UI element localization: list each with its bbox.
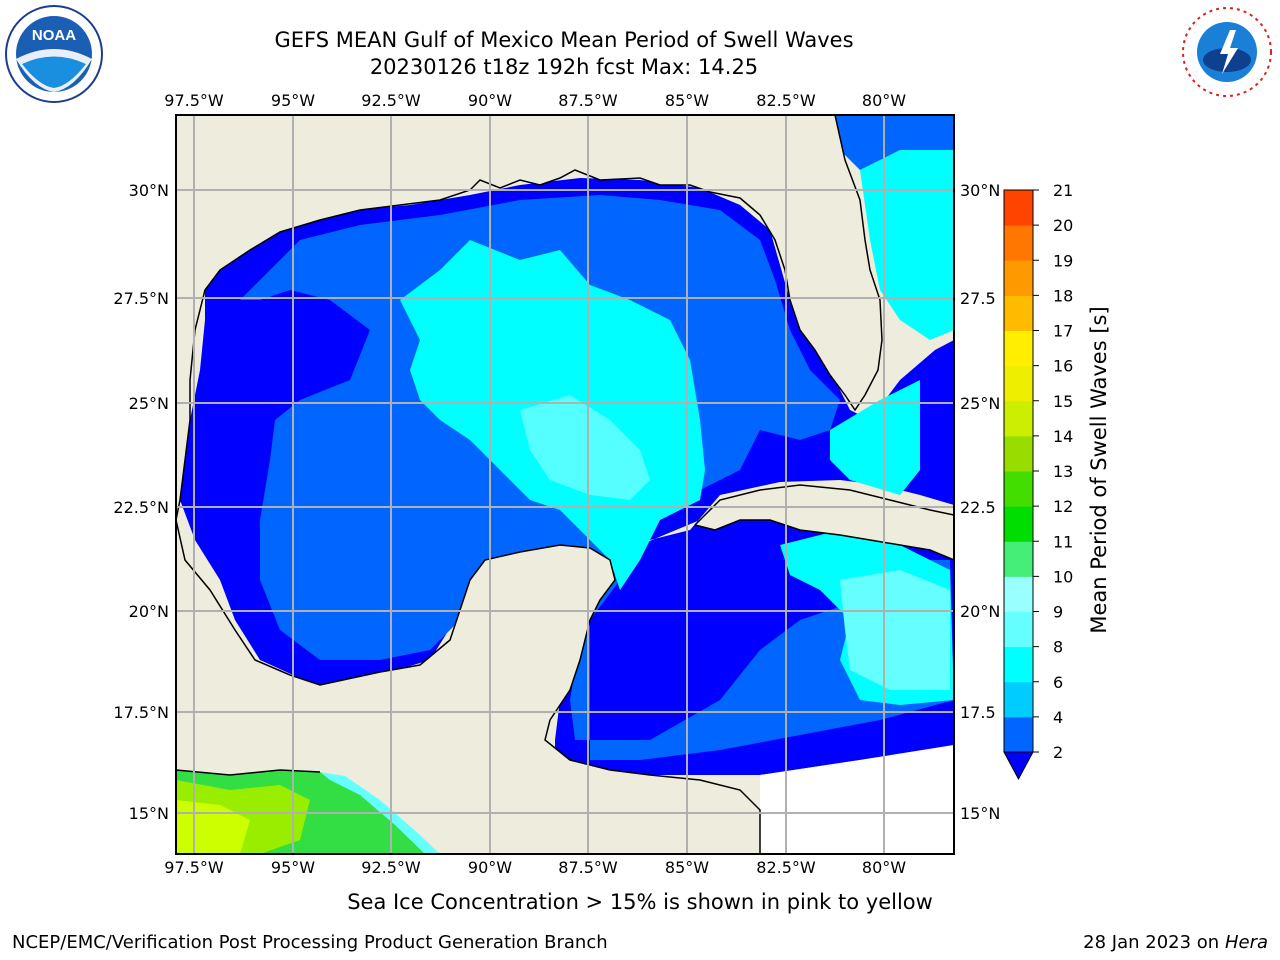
colorbar-tick-label: 10 xyxy=(1053,567,1073,586)
colorbar-tick-label: 18 xyxy=(1053,286,1073,305)
noaa-logo-text: NOAA xyxy=(32,27,76,44)
us-coast-land xyxy=(176,115,882,520)
colorbar-tick-label: 19 xyxy=(1053,251,1073,270)
colorbar-tick-label: 20 xyxy=(1053,216,1073,235)
lon-label-top: 87.5°W xyxy=(558,91,618,110)
lat-label-right: 15°N xyxy=(960,804,1000,823)
chart-title: GEFS MEAN Gulf of Mexico Mean Period of … xyxy=(274,28,854,52)
lon-label-top: 80°W xyxy=(862,91,906,110)
lon-label-bottom: 90°W xyxy=(468,858,512,877)
colorbar-tick-label: 8 xyxy=(1053,638,1063,657)
lat-label-left: 17.5°N xyxy=(113,703,169,722)
florida-strait-cyan xyxy=(830,380,920,495)
pacific-cyan-edge xyxy=(320,772,440,854)
lon-label-bottom: 95°W xyxy=(271,858,315,877)
footer-date: 28 Jan 2023 on Hera xyxy=(1083,932,1268,953)
lat-label-left: 15°N xyxy=(129,804,169,823)
lon-label-top: 95°W xyxy=(271,91,315,110)
lat-label-left: 20°N xyxy=(129,602,169,621)
colorbar-tick-label: 11 xyxy=(1053,532,1073,551)
lon-label-bottom: 80°W xyxy=(862,858,906,877)
colorbar-tick-label: 9 xyxy=(1053,603,1063,622)
lat-label-left: 25°N xyxy=(129,394,169,413)
colorbar-tick-label: 12 xyxy=(1053,497,1073,516)
colorbar-band xyxy=(1004,435,1033,472)
atlantic-blue xyxy=(835,115,954,170)
coastline xyxy=(176,519,761,854)
colorbar: 2 4 6 8 9 10 11 12 13 14 15 16 17 18 19 20 21 xyxy=(1003,181,1073,781)
colorbar-band xyxy=(1004,541,1033,577)
lon-label-top: 85°W xyxy=(665,91,709,110)
footer-date-text: 28 Jan 2023 on xyxy=(1083,932,1220,953)
colorbar-tick-label: 15 xyxy=(1053,392,1073,411)
footer-credit: NCEP/EMC/Verification Post Processing Pr… xyxy=(12,932,608,953)
colorbar-tick-label: 13 xyxy=(1053,462,1073,481)
colorbar-tick-label: 17 xyxy=(1053,322,1073,341)
footer-host: Hera xyxy=(1224,932,1268,953)
lat-label-right: 30°N xyxy=(960,181,1000,200)
colorbar-tick-label: 6 xyxy=(1053,673,1063,692)
colorbar-band xyxy=(1004,190,1033,226)
colorbar-band xyxy=(1004,611,1033,648)
lat-label-right: 17.5 xyxy=(960,703,996,722)
lat-label-left: 27.5°N xyxy=(113,289,169,308)
colorbar-tick-label: 14 xyxy=(1053,427,1073,446)
caribbean-blank xyxy=(760,745,954,854)
lat-label-right: 25°N xyxy=(960,394,1000,413)
colorbar-band xyxy=(1004,646,1033,683)
colorbar-band xyxy=(1004,260,1033,296)
colorbar-band xyxy=(1004,365,1033,402)
lat-label-right: 20°N xyxy=(960,602,1000,621)
lon-label-bottom: 92.5°W xyxy=(361,858,421,877)
lat-label-right: 27.5 xyxy=(960,289,996,308)
map-frame xyxy=(175,114,955,855)
lon-label-bottom: 82.5°W xyxy=(756,858,816,877)
colorbar-band xyxy=(1004,716,1033,753)
colorbar-band xyxy=(1004,506,1033,542)
nws-logo xyxy=(1181,6,1273,98)
colorbar-under-arrow xyxy=(1003,751,1034,781)
gridlines xyxy=(176,115,954,854)
colorbar-tick-label: 16 xyxy=(1053,357,1073,376)
lat-label-right: 22.5 xyxy=(960,498,996,517)
lon-label-top: 90°W xyxy=(468,91,512,110)
colorbar-band xyxy=(1004,330,1033,367)
sea-ice-caption: Sea Ice Concentration > 15% is shown in … xyxy=(347,890,933,914)
colorbar-band xyxy=(1004,295,1033,331)
colorbar-band xyxy=(1004,400,1033,437)
lon-label-bottom: 97.5°W xyxy=(164,858,224,877)
colorbar-tick-label: 4 xyxy=(1053,708,1063,727)
caribbean-light-cyan xyxy=(840,570,950,690)
colorbar-label: Mean Period of Swell Waves [s] xyxy=(1087,306,1111,633)
colorbar-band xyxy=(1004,681,1033,718)
lon-label-top: 82.5°W xyxy=(756,91,816,110)
colorbar-band xyxy=(1004,225,1033,261)
lat-label-left: 30°N xyxy=(129,181,169,200)
lat-label-left: 22.5°N xyxy=(113,498,169,517)
lon-label-top: 97.5°W xyxy=(164,91,224,110)
lon-label-bottom: 85°W xyxy=(665,858,709,877)
chart-subtitle: 20230126 t18z 192h fcst Max: 14.25 xyxy=(369,55,759,79)
lon-label-bottom: 87.5°W xyxy=(558,858,618,877)
noaa-logo: NOAA xyxy=(5,5,103,103)
colorbar-tick-label: 2 xyxy=(1053,743,1063,762)
colorbar-band xyxy=(1004,576,1033,612)
colorbar-band xyxy=(1004,471,1033,507)
colorbar-tick-label: 21 xyxy=(1053,181,1073,200)
cuba-land xyxy=(695,485,954,560)
gulf-light-cyan xyxy=(520,395,650,500)
lon-label-top: 92.5°W xyxy=(361,91,421,110)
